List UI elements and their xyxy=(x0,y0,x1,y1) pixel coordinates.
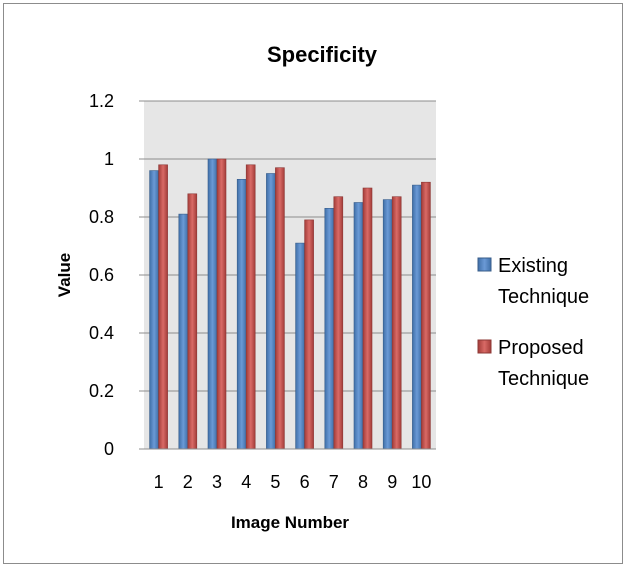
legend-label-proposed-line1: Proposed xyxy=(498,337,584,359)
bar-existing-2 xyxy=(178,213,189,450)
bar-existing-1 xyxy=(149,170,159,450)
bar-existing-4 xyxy=(236,179,247,450)
legend-swatch-proposed xyxy=(477,339,492,354)
x-tick-label: 3 xyxy=(212,472,222,492)
bar-proposed-5 xyxy=(275,167,285,450)
bar-existing-7 xyxy=(324,208,335,450)
chart-title: Specificity xyxy=(267,42,378,67)
y-tick-label: 0.2 xyxy=(89,381,114,401)
bar-proposed-2 xyxy=(187,193,198,450)
bar-proposed-7 xyxy=(333,196,344,450)
y-tick-label: 0.4 xyxy=(89,323,114,343)
legend-label-proposed-line2: Technique xyxy=(498,368,589,390)
bar-proposed-4 xyxy=(245,164,256,450)
bar-proposed-10 xyxy=(421,181,431,450)
bar-proposed-1 xyxy=(158,164,168,450)
y-axis-label: Value xyxy=(55,253,74,297)
bar-proposed-6 xyxy=(304,219,314,450)
bar-existing-6 xyxy=(295,242,305,450)
x-tick-label: 1 xyxy=(154,472,164,492)
bar-proposed-3 xyxy=(216,158,227,450)
bar-existing-8 xyxy=(353,202,364,450)
x-axis-label: Image Number xyxy=(231,513,349,532)
x-tick-label: 9 xyxy=(387,472,397,492)
x-tick-label: 6 xyxy=(300,472,310,492)
bar-existing-10 xyxy=(412,184,422,450)
bar-existing-9 xyxy=(382,199,393,450)
y-tick-label: 0.6 xyxy=(89,265,114,285)
y-tick-label: 0 xyxy=(104,439,114,459)
bar-proposed-8 xyxy=(362,187,373,450)
bar-proposed-9 xyxy=(391,196,402,450)
x-tick-label: 8 xyxy=(358,472,368,492)
x-tick-label: 5 xyxy=(270,472,280,492)
x-tick-label: 10 xyxy=(411,472,431,492)
legend: Existing Technique Proposed Technique xyxy=(477,255,589,390)
y-axis-ticks: 0 0.2 0.4 0.6 0.8 1 1.2 xyxy=(89,91,144,459)
y-tick-label: 0.8 xyxy=(89,207,114,227)
legend-label-existing-line2: Technique xyxy=(498,286,589,308)
bar-existing-5 xyxy=(266,173,276,450)
legend-swatch-existing xyxy=(477,257,492,272)
x-tick-label: 2 xyxy=(183,472,193,492)
x-tick-label: 7 xyxy=(329,472,339,492)
x-tick-label: 4 xyxy=(241,472,251,492)
legend-label-existing-line1: Existing xyxy=(498,255,568,277)
y-tick-label: 1.2 xyxy=(89,91,114,111)
x-axis-ticks: 1 2 3 4 5 6 7 8 9 10 xyxy=(154,472,432,492)
bar-existing-3 xyxy=(207,158,218,450)
y-tick-label: 1 xyxy=(104,149,114,169)
bars xyxy=(149,158,431,450)
